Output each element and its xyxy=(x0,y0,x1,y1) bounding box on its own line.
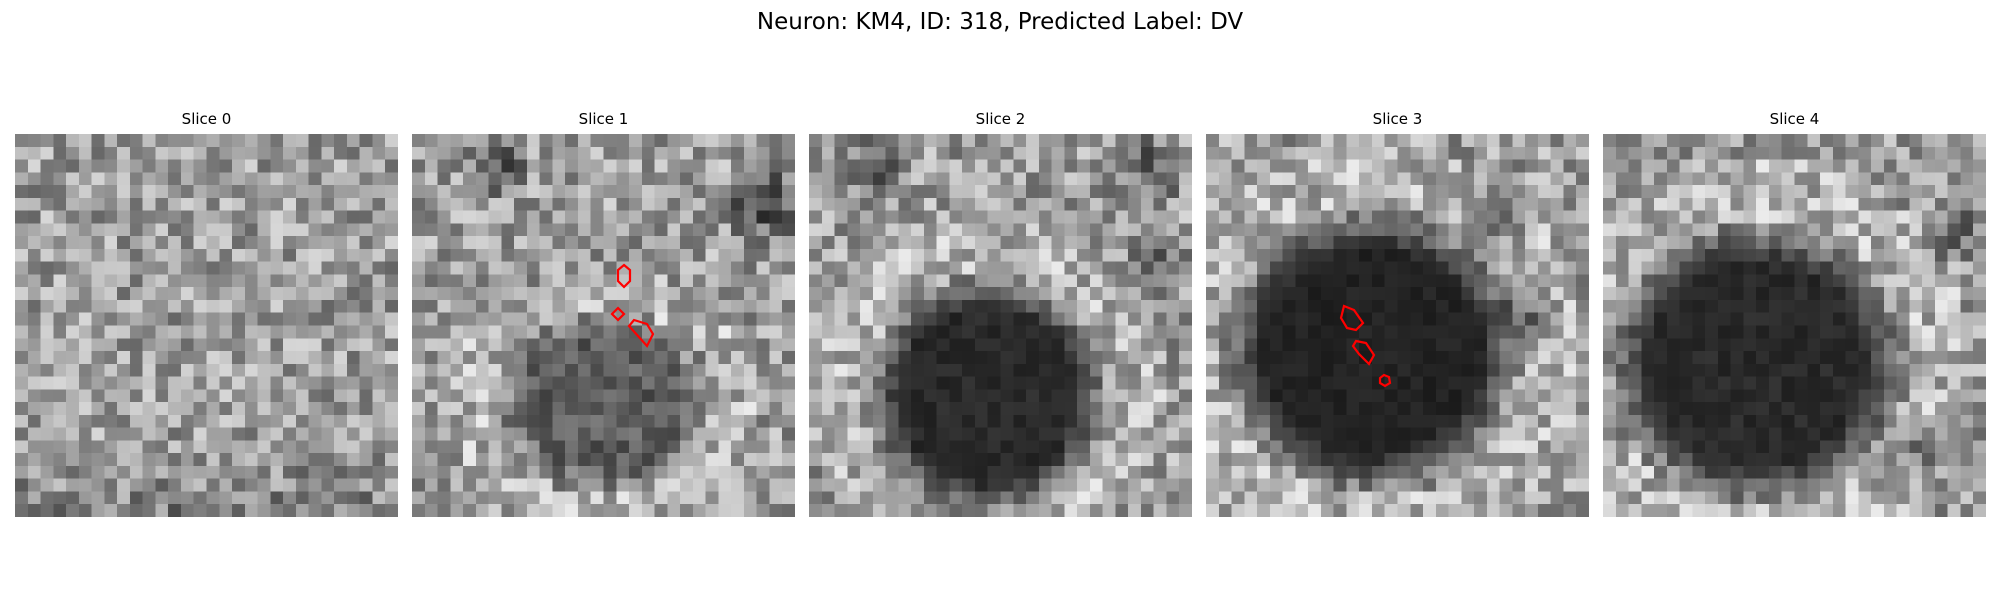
slice-image-2 xyxy=(809,134,1192,517)
slice-panel-2: Slice 2 xyxy=(809,108,1192,520)
slice-image-1 xyxy=(412,134,795,517)
contour-region xyxy=(1378,373,1392,388)
contour-overlay-1 xyxy=(610,263,655,348)
contour-region xyxy=(1339,304,1365,332)
slice-title-2: Slice 2 xyxy=(975,110,1026,128)
slice-image-4 xyxy=(1603,134,1986,517)
contour-overlay-3 xyxy=(1339,304,1392,388)
contour-region xyxy=(627,318,655,348)
slice-title-0: Slice 0 xyxy=(181,110,232,128)
slice-panel-1: Slice 1 xyxy=(412,108,795,520)
slice-panel-3: Slice 3 xyxy=(1206,108,1589,520)
slice-image-0 xyxy=(15,134,398,517)
contour-region xyxy=(616,263,632,289)
slice-image-3 xyxy=(1206,134,1589,517)
slice-title-3: Slice 3 xyxy=(1372,110,1423,128)
slice-title-1: Slice 1 xyxy=(578,110,629,128)
slice-panel-0: Slice 0 xyxy=(15,108,398,520)
contour-region xyxy=(1351,339,1376,366)
figure-title: Neuron: KM4, ID: 318, Predicted Label: D… xyxy=(756,9,1244,35)
slice-title-4: Slice 4 xyxy=(1769,110,1820,128)
slice-panel-4: Slice 4 xyxy=(1603,108,1986,520)
contour-region xyxy=(610,306,626,322)
